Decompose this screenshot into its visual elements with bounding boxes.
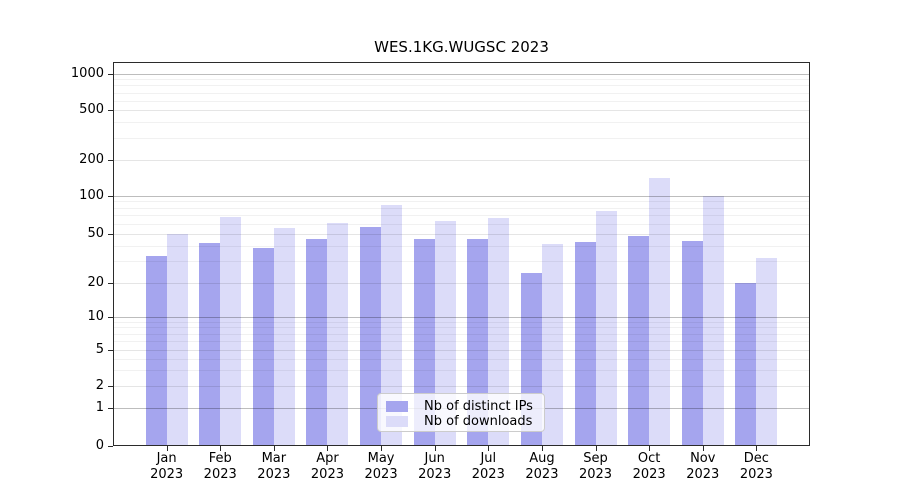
x-tick-mark-feb xyxy=(220,446,222,451)
bar-sep-nb-of-downloads xyxy=(595,210,617,445)
y-tick-mark-0 xyxy=(108,446,113,447)
legend: Nb of distinct IPs Nb of downloads xyxy=(377,393,545,432)
y-tick-mark-100 xyxy=(108,195,113,197)
x-tick-mark-nov xyxy=(702,446,704,451)
bar-nov-nb-of-distinct-ips xyxy=(681,240,703,445)
x-tick-label-oct: Oct 2023 xyxy=(632,451,666,482)
y-tick-mark-10 xyxy=(108,316,113,318)
x-tick-mark-aug xyxy=(541,446,543,451)
bar-oct-nb-of-distinct-ips xyxy=(628,235,650,445)
y-tick-mark-2 xyxy=(108,386,113,387)
x-tick-label-may: May 2023 xyxy=(364,451,398,482)
x-tick-label-dec: Dec 2023 xyxy=(739,451,773,482)
x-tick-mark-mar xyxy=(273,446,275,451)
legend-label-distinct-ips: Nb of distinct IPs xyxy=(424,399,533,414)
bar-jan-nb-of-distinct-ips xyxy=(145,255,167,445)
bar-nov-nb-of-downloads xyxy=(702,195,724,445)
y-tick-mark-5 xyxy=(108,350,113,351)
y-tick-mark-500 xyxy=(108,110,113,112)
bar-apr-nb-of-downloads xyxy=(327,222,349,445)
y-tick-label-20: 20 xyxy=(87,274,104,290)
bars-layer xyxy=(114,63,809,445)
bar-feb-nb-of-distinct-ips xyxy=(199,243,221,445)
bar-jul-nb-of-downloads xyxy=(488,217,510,445)
y-tick-label-500: 500 xyxy=(79,102,104,118)
y-tick-label-10: 10 xyxy=(87,308,104,324)
bar-oct-nb-of-downloads xyxy=(649,178,671,445)
legend-label-downloads: Nb of downloads xyxy=(424,414,533,429)
x-tick-mark-sep xyxy=(595,446,597,451)
bar-feb-nb-of-downloads xyxy=(220,216,242,445)
bar-jun-nb-of-downloads xyxy=(434,221,456,445)
bar-mar-nb-of-distinct-ips xyxy=(252,248,274,445)
legend-swatch-downloads xyxy=(386,416,408,427)
y-tick-label-100: 100 xyxy=(79,187,104,203)
x-tick-mark-apr xyxy=(327,446,329,451)
bar-jan-nb-of-downloads xyxy=(166,233,188,445)
y-tick-label-5: 5 xyxy=(95,342,104,357)
bar-aug-nb-of-downloads xyxy=(541,244,563,445)
bar-sep-nb-of-distinct-ips xyxy=(574,241,596,445)
y-tick-label-2: 2 xyxy=(95,378,104,393)
x-tick-label-jan: Jan 2023 xyxy=(150,451,184,482)
plot-area xyxy=(113,62,810,446)
y-tick-mark-20 xyxy=(108,282,113,284)
y-tick-label-0: 0 xyxy=(95,438,104,453)
y-tick-label-1: 1 xyxy=(95,399,104,415)
x-tick-label-jul: Jul 2023 xyxy=(471,451,505,482)
y-tick-label-200: 200 xyxy=(79,152,104,167)
x-tick-mark-oct xyxy=(649,446,651,451)
chart-title: WES.1KG.WUGSC 2023 xyxy=(374,38,549,56)
x-tick-label-feb: Feb 2023 xyxy=(203,451,237,482)
bar-may-nb-of-distinct-ips xyxy=(360,227,382,445)
x-tick-label-mar: Mar 2023 xyxy=(257,451,291,482)
bar-may-nb-of-downloads xyxy=(381,204,403,445)
y-tick-mark-1000 xyxy=(108,73,113,75)
y-tick-mark-200 xyxy=(108,160,113,161)
y-tick-label-50: 50 xyxy=(87,225,104,241)
legend-item-downloads: Nb of downloads xyxy=(386,414,536,429)
x-tick-mark-jan xyxy=(166,446,168,451)
x-tick-label-nov: Nov 2023 xyxy=(686,451,720,482)
x-tick-label-apr: Apr 2023 xyxy=(310,451,344,482)
y-tick-mark-50 xyxy=(108,233,113,235)
bar-dec-nb-of-downloads xyxy=(756,257,778,445)
bar-mar-nb-of-downloads xyxy=(273,228,295,445)
x-tick-label-jun: Jun 2023 xyxy=(418,451,452,482)
x-tick-mark-may xyxy=(381,446,383,451)
x-tick-label-aug: Aug 2023 xyxy=(525,451,559,482)
y-tick-mark-1 xyxy=(108,407,113,409)
y-tick-label-1000: 1000 xyxy=(70,65,104,81)
x-tick-mark-jul xyxy=(488,446,490,451)
legend-item-distinct-ips: Nb of distinct IPs xyxy=(386,399,536,414)
bar-apr-nb-of-distinct-ips xyxy=(306,239,328,445)
x-tick-mark-dec xyxy=(756,446,758,451)
x-tick-mark-jun xyxy=(434,446,436,451)
x-tick-label-sep: Sep 2023 xyxy=(578,451,613,482)
bar-dec-nb-of-distinct-ips xyxy=(735,282,757,445)
legend-swatch-distinct-ips xyxy=(386,401,408,412)
